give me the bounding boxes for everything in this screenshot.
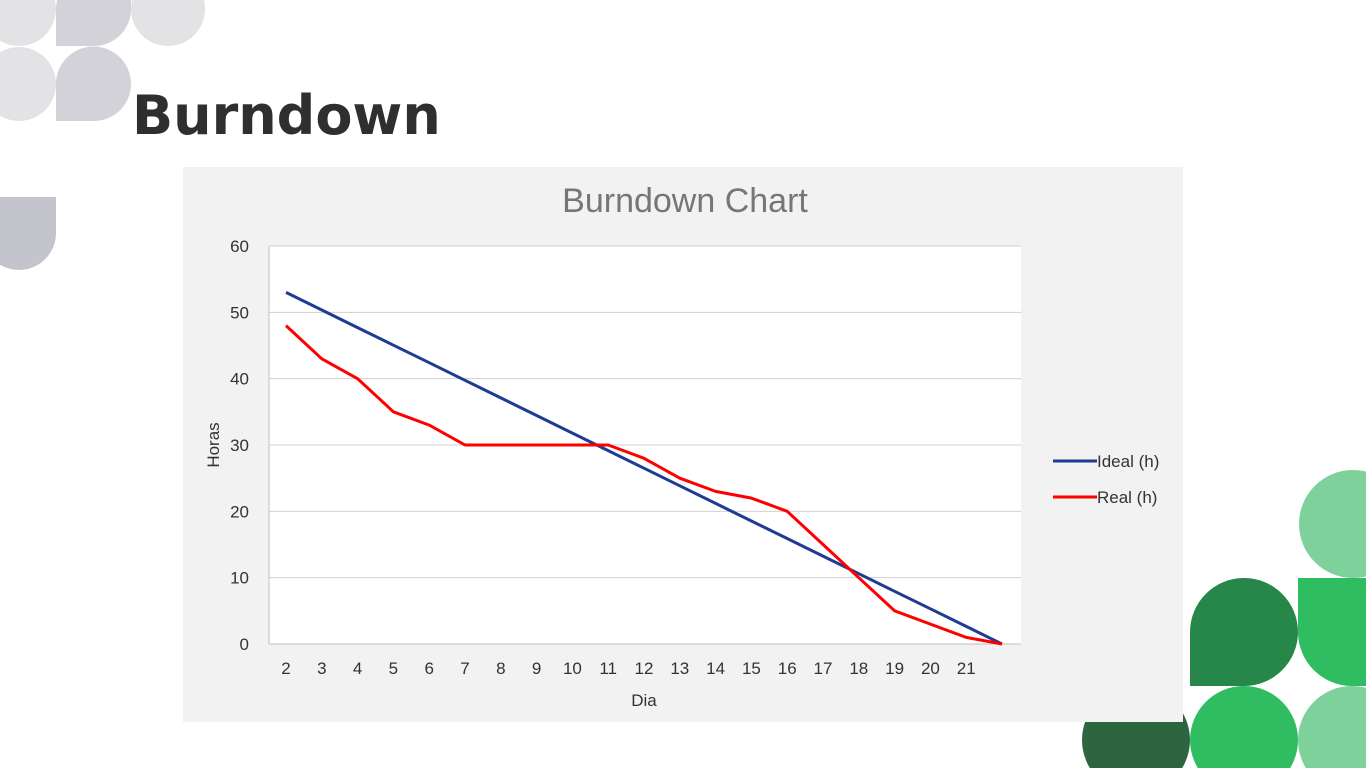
x-tick-label: 5 (389, 659, 398, 678)
y-tick-label: 30 (230, 436, 249, 455)
x-tick-label: 2 (281, 659, 290, 678)
x-tick-label: 12 (635, 659, 654, 678)
x-tick-label: 8 (496, 659, 505, 678)
y-tick-label: 50 (230, 303, 249, 322)
deco-green-drop-1 (1190, 578, 1298, 686)
deco-green-circle-3 (1190, 686, 1298, 768)
y-axis-ticks: 0 10 20 30 40 50 60 (230, 237, 249, 654)
x-tick-label: 7 (460, 659, 469, 678)
deco-gray-leaf-1 (56, 0, 131, 46)
x-tick-label: 16 (778, 659, 797, 678)
x-tick-label: 21 (957, 659, 976, 678)
x-tick-label: 6 (424, 659, 433, 678)
deco-gray-drop-2 (0, 197, 56, 270)
series-line-ideal (285, 291, 1003, 646)
y-tick-label: 0 (240, 635, 249, 654)
series-line-real (284, 324, 1003, 646)
x-axis-ticks: 2 3 4 5 6 7 8 9 10 11 12 13 14 15 16 17 18 19 20 21 (281, 659, 975, 678)
x-tick-label: 10 (563, 659, 582, 678)
x-tick-label: 4 (353, 659, 362, 678)
x-tick-label: 14 (706, 659, 725, 678)
slide-title: Burndown (132, 84, 441, 147)
x-tick-label: 18 (849, 659, 868, 678)
chart-panel: 0 10 20 30 40 50 60 2 3 4 5 6 7 8 9 10 11 12 13 14 15 16 17 18… (183, 167, 1183, 722)
x-axis-title: Dia (631, 691, 657, 710)
burndown-chart: 0 10 20 30 40 50 60 2 3 4 5 6 7 8 9 10 11 12 13 14 15 16 17 18… (204, 182, 1159, 710)
y-tick-label: 10 (230, 569, 249, 588)
x-tick-label: 20 (921, 659, 940, 678)
x-tick-label: 15 (742, 659, 761, 678)
deco-gray-circle-1 (0, 0, 56, 46)
x-tick-label: 11 (599, 659, 617, 678)
x-tick-label: 3 (317, 659, 326, 678)
series-lines (284, 291, 1003, 646)
chart-title: Burndown Chart (562, 182, 808, 220)
deco-gray-circle-2 (131, 0, 205, 46)
legend: Ideal (h) Real (h) (1053, 452, 1159, 507)
x-tick-label: 17 (814, 659, 833, 678)
y-tick-label: 40 (230, 370, 249, 389)
deco-green-leaf-1 (1298, 578, 1366, 686)
deco-gray-circle-3 (0, 47, 56, 121)
y-tick-label: 20 (230, 502, 249, 521)
x-tick-label: 19 (885, 659, 904, 678)
y-axis-title: Horas (204, 422, 223, 467)
gridlines (268, 245, 1021, 645)
deco-gray-drop-1 (56, 46, 131, 121)
x-tick-label: 13 (670, 659, 689, 678)
deco-green-circle-4 (1298, 686, 1366, 768)
y-tick-label: 60 (230, 237, 249, 256)
x-tick-label: 9 (532, 659, 541, 678)
legend-label: Real (h) (1097, 488, 1157, 507)
legend-label: Ideal (h) (1097, 452, 1159, 471)
deco-green-circle-1 (1299, 470, 1366, 578)
